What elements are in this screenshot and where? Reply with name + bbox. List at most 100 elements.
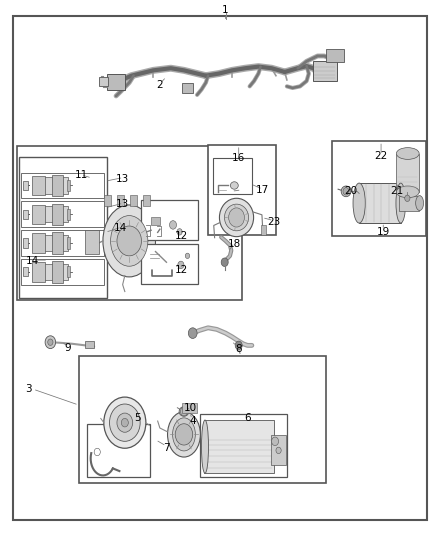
- Text: 9: 9: [64, 343, 71, 352]
- Text: 13: 13: [116, 174, 129, 183]
- Bar: [87, 424, 150, 477]
- Bar: [67, 237, 70, 249]
- Bar: [130, 195, 137, 206]
- Text: 8: 8: [235, 344, 242, 354]
- Text: 19: 19: [377, 227, 390, 237]
- Ellipse shape: [416, 196, 424, 211]
- Bar: [104, 195, 111, 206]
- Bar: [21, 259, 104, 285]
- Circle shape: [175, 424, 193, 445]
- Bar: [17, 146, 242, 300]
- Bar: [52, 175, 63, 196]
- Bar: [313, 61, 337, 81]
- Bar: [182, 83, 193, 93]
- Text: 5: 5: [134, 414, 141, 423]
- Ellipse shape: [103, 205, 155, 277]
- Bar: [208, 145, 276, 235]
- Bar: [143, 195, 150, 206]
- Circle shape: [180, 407, 187, 416]
- Text: 10: 10: [184, 403, 197, 413]
- Bar: [67, 266, 70, 278]
- Bar: [33, 177, 68, 193]
- Bar: [271, 435, 286, 465]
- Bar: [79, 356, 326, 483]
- Bar: [33, 235, 68, 251]
- Circle shape: [94, 448, 100, 456]
- Circle shape: [178, 261, 184, 269]
- Bar: [85, 341, 94, 348]
- Ellipse shape: [353, 183, 365, 223]
- Circle shape: [272, 437, 279, 446]
- Circle shape: [188, 328, 197, 338]
- Circle shape: [48, 339, 53, 345]
- Ellipse shape: [179, 407, 189, 416]
- Bar: [396, 154, 419, 192]
- Circle shape: [104, 397, 146, 448]
- Bar: [23, 209, 28, 219]
- Text: 22: 22: [374, 151, 388, 160]
- Text: 4: 4: [189, 416, 196, 426]
- Text: 20: 20: [344, 186, 357, 196]
- Ellipse shape: [167, 411, 200, 457]
- Text: 14: 14: [114, 223, 127, 233]
- Bar: [32, 205, 45, 224]
- Circle shape: [121, 418, 128, 427]
- Text: 17: 17: [256, 185, 269, 195]
- Bar: [67, 208, 70, 220]
- Circle shape: [170, 221, 177, 229]
- Bar: [99, 77, 108, 86]
- Bar: [52, 232, 63, 254]
- Circle shape: [229, 208, 244, 227]
- Ellipse shape: [201, 420, 208, 473]
- Bar: [107, 74, 125, 90]
- Circle shape: [185, 253, 190, 259]
- Bar: [32, 262, 45, 281]
- Ellipse shape: [396, 186, 419, 198]
- Bar: [23, 267, 28, 277]
- Bar: [67, 180, 70, 191]
- Bar: [52, 204, 63, 225]
- Text: 7: 7: [163, 443, 170, 453]
- Text: 3: 3: [25, 384, 32, 394]
- Bar: [399, 196, 419, 211]
- Ellipse shape: [173, 418, 195, 451]
- Ellipse shape: [230, 182, 238, 189]
- Text: 1: 1: [222, 5, 229, 14]
- Text: 16: 16: [232, 154, 245, 163]
- Circle shape: [405, 195, 410, 201]
- Bar: [19, 157, 107, 298]
- Bar: [141, 200, 198, 240]
- Circle shape: [110, 404, 140, 441]
- Bar: [141, 244, 198, 284]
- Text: 21: 21: [390, 186, 403, 196]
- Text: 13: 13: [116, 199, 129, 209]
- Bar: [23, 181, 28, 190]
- Text: 12: 12: [175, 231, 188, 240]
- Bar: [52, 261, 63, 282]
- Bar: [332, 141, 426, 236]
- Text: 2: 2: [156, 80, 163, 90]
- Circle shape: [117, 226, 141, 256]
- Bar: [21, 201, 104, 227]
- Bar: [85, 230, 99, 254]
- Bar: [213, 158, 252, 194]
- Text: 6: 6: [244, 414, 251, 423]
- Text: 12: 12: [175, 265, 188, 275]
- Circle shape: [343, 188, 349, 195]
- Circle shape: [177, 229, 182, 235]
- Bar: [200, 414, 287, 477]
- Bar: [359, 183, 401, 223]
- Bar: [151, 217, 160, 225]
- Text: 18: 18: [228, 239, 241, 248]
- Bar: [33, 264, 68, 280]
- Bar: [32, 233, 45, 253]
- Bar: [117, 195, 124, 206]
- Bar: [21, 230, 104, 256]
- Circle shape: [45, 336, 56, 349]
- Ellipse shape: [219, 198, 254, 237]
- Text: 14: 14: [26, 256, 39, 266]
- Bar: [32, 176, 45, 195]
- Ellipse shape: [396, 183, 406, 223]
- Bar: [182, 403, 197, 413]
- Text: 23: 23: [267, 217, 280, 227]
